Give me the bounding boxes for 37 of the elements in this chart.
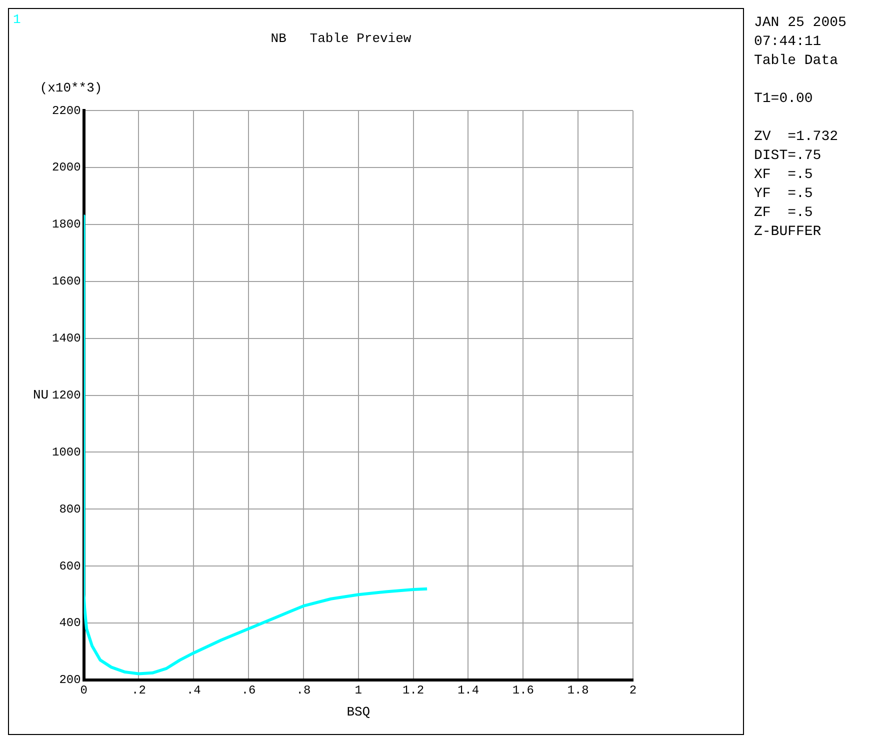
- x-tick-label: 2: [629, 683, 637, 698]
- x-tick-label: 1: [354, 683, 362, 698]
- y-tick-label: 1600: [52, 274, 81, 289]
- text: ZV =1.732: [754, 128, 840, 147]
- y-tick-label: 1200: [52, 388, 81, 402]
- y-tick-label: 200: [59, 673, 81, 688]
- text: Z-BUFFER: [754, 223, 822, 242]
- text: ZF =.5: [754, 204, 814, 223]
- text: (x10**3): [40, 80, 102, 96]
- x-tick-label: 0: [80, 683, 88, 698]
- text: YF =.5: [754, 185, 814, 204]
- text: T1=0.00: [754, 90, 814, 109]
- x-tick-label: 1.4: [457, 683, 480, 698]
- chart-title: NB Table Preview: [270, 31, 412, 46]
- y-tick-label: 600: [59, 559, 81, 574]
- x-tick-label: .8: [296, 683, 311, 698]
- x-tick-label: .6: [241, 683, 256, 698]
- y-tick-label: 1400: [52, 332, 81, 346]
- x-tick-label: 1.2: [402, 683, 424, 698]
- x-tick-label: 1.8: [567, 683, 589, 698]
- x-tick-label: .2: [132, 683, 146, 698]
- text: XF =.5: [754, 166, 814, 185]
- y-tick-label: 2000: [52, 160, 81, 175]
- x-tick-label: 1.6: [512, 683, 534, 698]
- y-tick-label: 1000: [52, 445, 81, 460]
- text: DIST=.75: [754, 147, 822, 166]
- x-axis-title: BSQ: [346, 704, 370, 720]
- text: Table Data: [754, 52, 840, 71]
- y-tick-label: 2200: [52, 104, 81, 118]
- y-tick-label: 800: [59, 502, 81, 516]
- y-axis-title: NU: [33, 388, 49, 403]
- y-tick-label: 400: [59, 616, 81, 630]
- text: 1: [13, 12, 21, 27]
- text: 07:44:11: [754, 33, 822, 52]
- text: JAN 25 2005: [754, 14, 846, 33]
- x-tick-label: .4: [186, 683, 201, 698]
- y-tick-label: 1800: [52, 218, 81, 232]
